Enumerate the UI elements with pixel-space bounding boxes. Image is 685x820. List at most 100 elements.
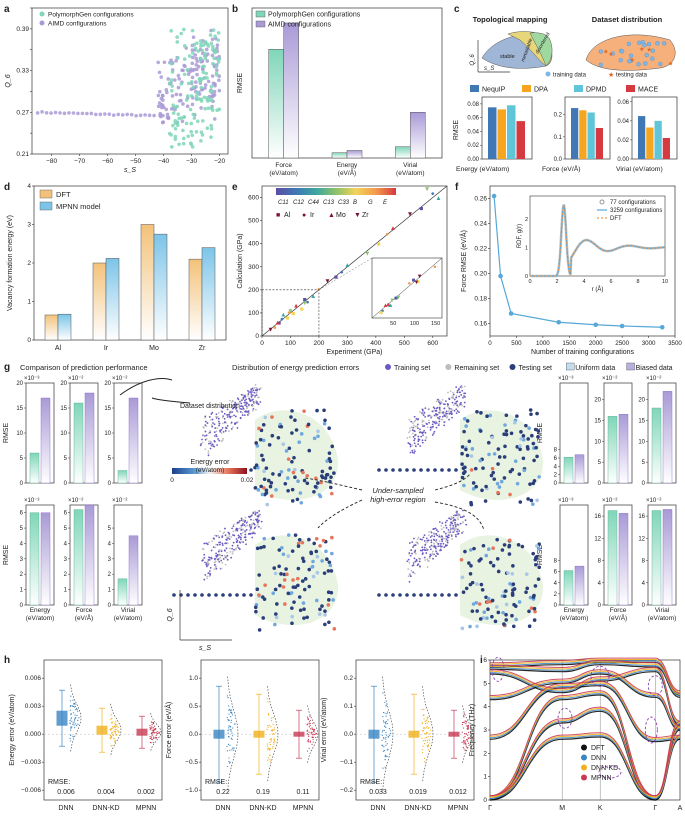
- training-point: [240, 529, 243, 531]
- testing-point: [284, 449, 289, 453]
- data-point: ▼: [287, 308, 293, 315]
- data-dot: [227, 729, 229, 731]
- testing-point: [524, 423, 528, 428]
- colorbar-unit: (eV/atom): [196, 467, 225, 474]
- data-dot: [464, 749, 467, 751]
- inset-point: ●: [396, 295, 400, 301]
- data-dot: [116, 725, 118, 728]
- training-point: [236, 397, 239, 400]
- x-tick-label: DNN-KD: [404, 805, 431, 812]
- training-point: [255, 391, 258, 394]
- testing-point: [284, 567, 288, 571]
- testing-point: [512, 602, 516, 607]
- training-point: [446, 519, 448, 522]
- testing-point: [507, 538, 512, 543]
- y-tick-label: 5: [642, 460, 646, 466]
- training-point: [413, 429, 415, 432]
- training-point: [249, 532, 252, 535]
- data-dot: [383, 721, 385, 723]
- phonon-band: [489, 659, 681, 693]
- k-point-label: K: [598, 805, 603, 812]
- legend-marker: [626, 85, 635, 92]
- data-dot: [426, 745, 428, 747]
- testing-point: [488, 560, 493, 565]
- training-point: [242, 528, 244, 531]
- training-point: [229, 399, 231, 402]
- data-dot: [425, 732, 428, 734]
- y-tick-label: 2: [27, 260, 31, 267]
- training-point: [432, 528, 435, 530]
- training-point: [243, 524, 246, 527]
- training-point: [425, 436, 428, 439]
- training-point: [254, 532, 256, 535]
- testing-point: [504, 429, 509, 433]
- testing-point: [495, 481, 500, 486]
- training-point: [242, 522, 244, 525]
- legend-marker: [566, 362, 575, 371]
- training-point: [411, 552, 413, 555]
- bar: [654, 120, 662, 159]
- bar: [84, 392, 95, 484]
- polymorphgen-point: [216, 60, 221, 64]
- polymorphgen-point: [216, 31, 221, 35]
- testing-point: [274, 612, 278, 616]
- data-dot: [266, 745, 268, 747]
- aimd-point: [185, 104, 190, 109]
- data-dot: [309, 740, 311, 742]
- training-point: [225, 404, 228, 407]
- x-category-label: Virial: [655, 607, 670, 614]
- testing-point: [262, 536, 267, 541]
- x-tick-label: −50: [130, 158, 141, 165]
- x-tick-label: Mo: [149, 345, 159, 352]
- training-point: [430, 541, 433, 544]
- aimd-point: [165, 112, 170, 117]
- testing-point: [306, 422, 311, 427]
- training-point: [423, 534, 426, 537]
- training-point: [437, 424, 440, 427]
- training-point: [411, 451, 414, 454]
- testing-point: [323, 418, 327, 423]
- training-point: [431, 434, 434, 436]
- training-point: [201, 559, 204, 562]
- aimd-point: [125, 112, 129, 117]
- testing-point: [257, 426, 261, 431]
- y-tick-label: 0.000: [25, 731, 42, 738]
- y-tick-label: 2: [64, 572, 68, 578]
- data-dot: [117, 726, 119, 728]
- training-point: [218, 536, 221, 539]
- testing-point: [412, 593, 416, 597]
- data-dot: [385, 744, 387, 746]
- legend-marker: [599, 199, 605, 205]
- training-point: [423, 425, 426, 427]
- training-point: [416, 564, 419, 567]
- training-point: [252, 512, 255, 515]
- data-dot: [308, 721, 310, 723]
- training-point: [424, 407, 427, 409]
- phonon-band: [489, 662, 681, 697]
- training-point: [237, 547, 240, 549]
- bar: [488, 107, 497, 159]
- data-dot: [466, 725, 469, 727]
- testing-point: [496, 462, 500, 466]
- y-tick-label: 6: [20, 511, 24, 517]
- data-dot: [427, 739, 429, 741]
- testing-point: [300, 579, 305, 583]
- testing-point: [490, 466, 495, 471]
- testing-point: [290, 409, 294, 413]
- data-dot: [230, 725, 232, 728]
- training-point: [204, 424, 207, 427]
- training-point: [204, 420, 207, 423]
- training-point: [237, 536, 240, 539]
- training-point: [242, 520, 245, 523]
- testing-point: [270, 415, 274, 419]
- testing-point: [398, 593, 402, 597]
- x-tick-label: −80: [46, 158, 57, 165]
- testing-point: [467, 561, 471, 565]
- testing-point: [484, 484, 488, 489]
- polymorphgen-point: [186, 134, 190, 139]
- training-point: [417, 557, 420, 560]
- bar: [651, 407, 662, 484]
- training-point: [209, 418, 212, 421]
- training-point: [203, 542, 206, 545]
- aimd-point: [152, 113, 156, 118]
